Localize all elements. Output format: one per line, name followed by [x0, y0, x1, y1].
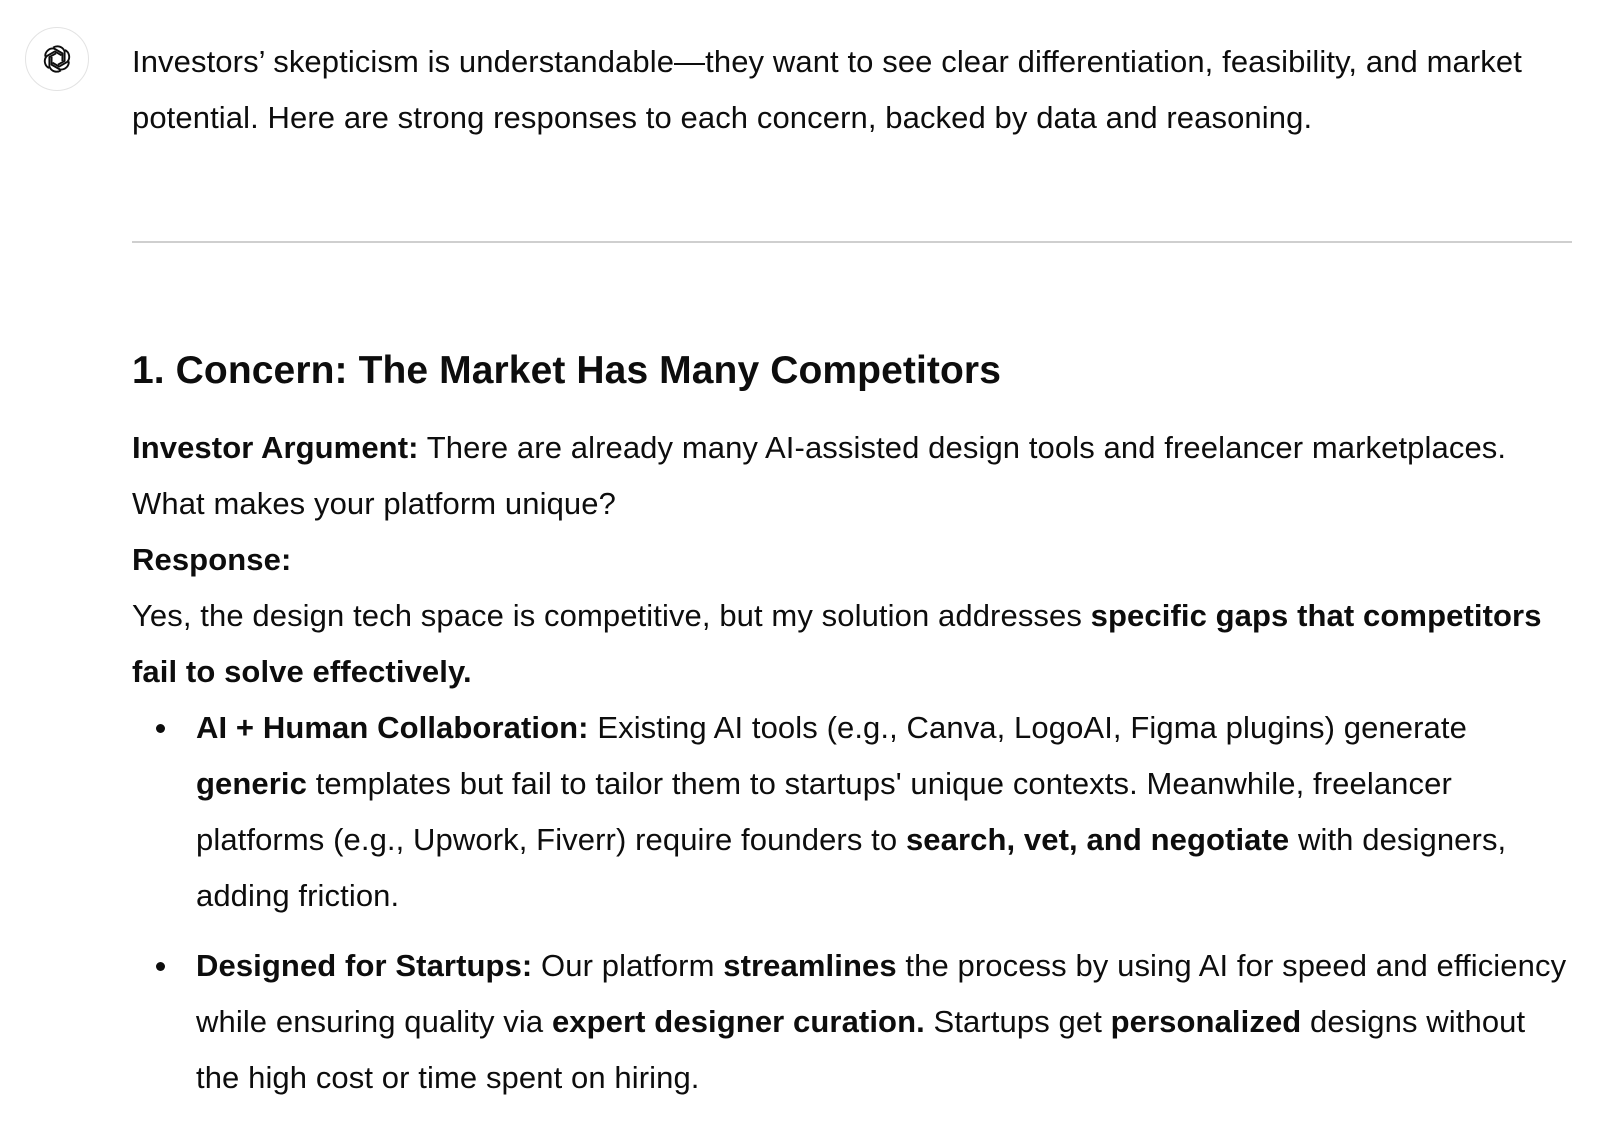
openai-logo-icon: [43, 45, 71, 73]
bullet-text: Existing AI tools (e.g., Canva, LogoAI, …: [588, 710, 1467, 745]
bullet-emphasis: generic: [196, 766, 307, 801]
assistant-avatar: [25, 27, 89, 91]
bullet-text: Our platform: [532, 948, 724, 983]
bullet-list: AI + Human Collaboration: Existing AI to…: [132, 700, 1572, 1106]
assistant-message: Investors’ skepticism is understandable—…: [132, 34, 1572, 1120]
response-text: Yes, the design tech space is competitiv…: [132, 588, 1572, 700]
argument-label: Investor Argument:: [132, 430, 419, 465]
bullet-icon: [156, 962, 165, 971]
bullet-text: templates but fail to tailor them to sta…: [196, 766, 1452, 857]
bullet-emphasis: search, vet, and negotiate: [905, 822, 1290, 857]
response-text-bold: specific gaps that competitors fail to s…: [132, 598, 1542, 689]
bullet-emphasis: expert designer curation.: [551, 1004, 925, 1039]
bullet-text: Startups get: [924, 1004, 1111, 1039]
section-divider: [132, 241, 1572, 243]
intro-paragraph: Investors’ skepticism is understandable—…: [132, 44, 1522, 135]
investor-argument: Investor Argument: There are already man…: [132, 420, 1572, 532]
response-text-plain: Yes, the design tech space is competitiv…: [132, 598, 1091, 633]
response-label: Response:: [132, 542, 292, 577]
bullet-text: the process by using AI for speed and ef…: [196, 948, 1567, 1039]
bullet-emphasis: personalized: [1110, 1004, 1302, 1039]
bullet-text: with designers, adding friction.: [196, 822, 1507, 913]
section-heading: 1. Concern: The Market Has Many Competit…: [132, 349, 1001, 392]
bullet-text: designs without the high cost or time sp…: [196, 1004, 1526, 1095]
list-item: AI + Human Collaboration: Existing AI to…: [156, 700, 1572, 924]
list-item: Designed for Startups: Our platform stre…: [156, 938, 1572, 1106]
bullet-emphasis: streamlines: [723, 948, 897, 983]
bullet-label: Designed for Startups:: [196, 948, 533, 983]
argument-text: There are already many AI-assisted desig…: [132, 430, 1507, 521]
bullet-icon: [156, 724, 165, 733]
bullet-label: AI + Human Collaboration:: [196, 710, 589, 745]
